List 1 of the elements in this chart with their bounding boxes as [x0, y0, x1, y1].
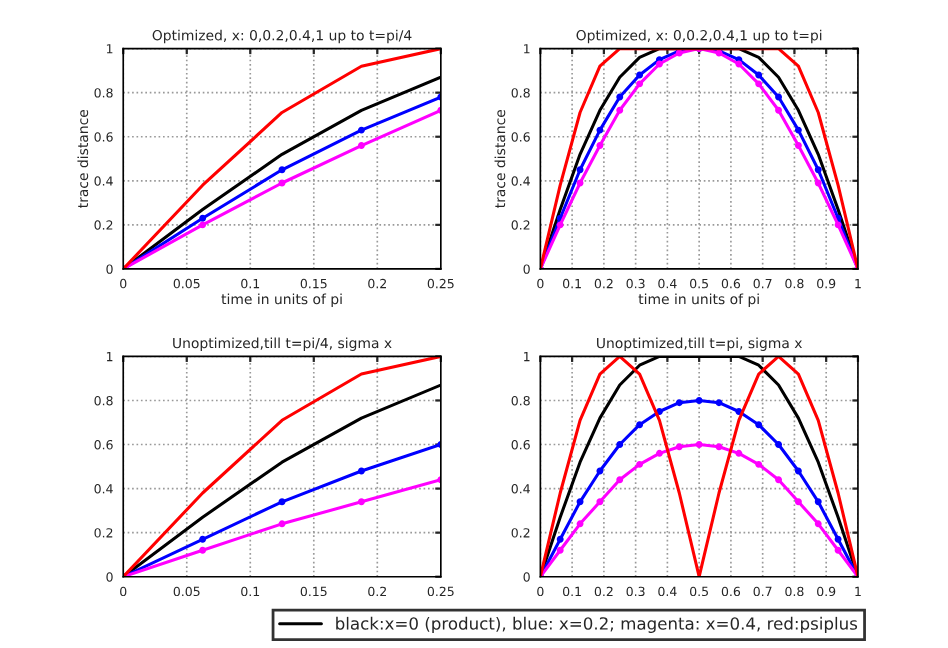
legend-label: black:x=0 (product), blue: x=0.2; magenta: x=0.4, red:psiplus — [336, 616, 858, 633]
